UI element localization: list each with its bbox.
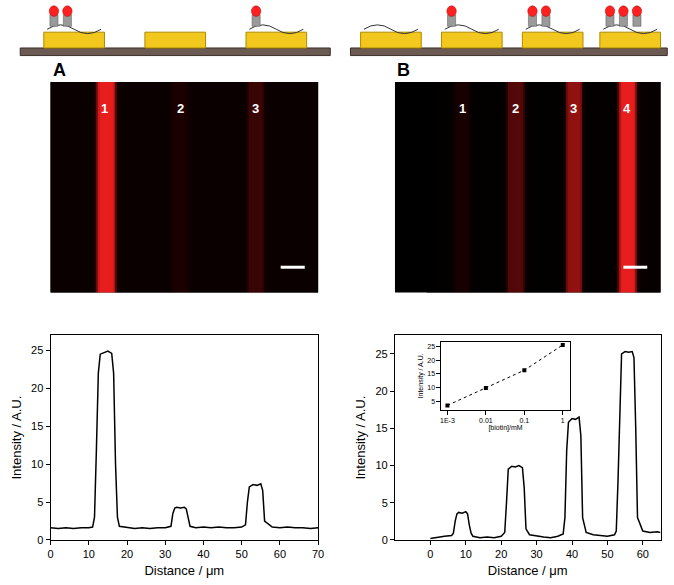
svg-text:60: 60 <box>274 548 286 560</box>
svg-text:Distance / μm: Distance / μm <box>144 563 224 578</box>
svg-text:[biotin]/mM: [biotin]/mM <box>488 424 522 432</box>
svg-text:B: B <box>397 60 410 80</box>
svg-text:2: 2 <box>177 101 184 116</box>
svg-text:4: 4 <box>623 101 631 116</box>
svg-text:10: 10 <box>83 548 95 560</box>
svg-text:10: 10 <box>31 458 43 470</box>
svg-text:5: 5 <box>37 496 43 508</box>
svg-text:30: 30 <box>530 548 542 560</box>
svg-text:5: 5 <box>382 497 388 509</box>
svg-text:3: 3 <box>252 101 259 116</box>
svg-text:20: 20 <box>121 548 133 560</box>
svg-text:Intensity / A.U.: Intensity / A.U. <box>353 396 368 480</box>
svg-text:10: 10 <box>376 459 388 471</box>
svg-text:70: 70 <box>312 548 324 560</box>
svg-text:15: 15 <box>427 370 435 377</box>
svg-text:50: 50 <box>601 548 613 560</box>
svg-text:20: 20 <box>31 382 43 394</box>
svg-text:30: 30 <box>159 548 171 560</box>
svg-text:20: 20 <box>376 385 388 397</box>
svg-text:1: 1 <box>101 101 108 116</box>
svg-text:0: 0 <box>47 548 53 560</box>
svg-text:60: 60 <box>637 548 649 560</box>
svg-text:15: 15 <box>376 422 388 434</box>
svg-text:3: 3 <box>570 101 577 116</box>
svg-text:0: 0 <box>427 548 433 560</box>
svg-text:Intensity / A.U.: Intensity / A.U. <box>417 353 425 398</box>
svg-text:0: 0 <box>37 534 43 546</box>
svg-text:2: 2 <box>512 101 519 116</box>
svg-text:20: 20 <box>427 357 435 364</box>
svg-text:Distance / μm: Distance / μm <box>488 563 568 578</box>
svg-text:10: 10 <box>460 548 472 560</box>
svg-text:0: 0 <box>382 534 388 546</box>
svg-text:1E-3: 1E-3 <box>440 417 455 424</box>
svg-text:25: 25 <box>427 343 435 350</box>
svg-text:1: 1 <box>459 101 466 116</box>
svg-text:20: 20 <box>495 548 507 560</box>
svg-text:A: A <box>53 60 66 80</box>
svg-text:0.1: 0.1 <box>519 417 529 424</box>
svg-text:40: 40 <box>197 548 209 560</box>
svg-text:5: 5 <box>431 398 435 405</box>
svg-text:50: 50 <box>236 548 248 560</box>
svg-text:25: 25 <box>376 348 388 360</box>
svg-text:Intensity / A.U.: Intensity / A.U. <box>9 396 24 480</box>
svg-text:25: 25 <box>31 344 43 356</box>
svg-text:1: 1 <box>561 417 565 424</box>
svg-text:0.01: 0.01 <box>479 417 493 424</box>
svg-text:40: 40 <box>566 548 578 560</box>
svg-text:15: 15 <box>31 420 43 432</box>
svg-text:10: 10 <box>427 384 435 391</box>
